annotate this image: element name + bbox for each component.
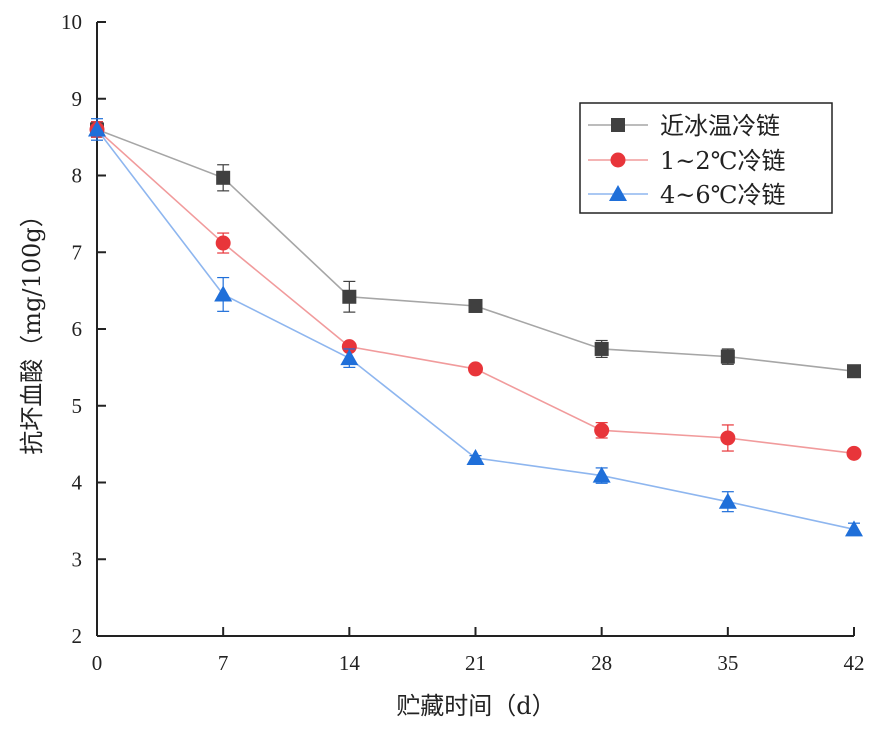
data-point	[216, 170, 231, 185]
y-tick-label: 6	[72, 317, 83, 341]
y-tick-label: 4	[72, 471, 83, 495]
y-tick-label: 9	[72, 87, 83, 111]
y-tick-label: 7	[72, 240, 83, 264]
y-tick-label: 10	[61, 10, 82, 34]
data-point	[468, 298, 483, 313]
data-point	[847, 364, 861, 379]
x-tick-label: 21	[465, 651, 486, 675]
legend-marker	[609, 185, 627, 201]
data-point	[88, 120, 106, 137]
data-point	[214, 285, 233, 302]
data-point	[466, 448, 485, 465]
legend-marker	[610, 152, 626, 168]
x-tick-label: 14	[339, 651, 361, 675]
x-tick-label: 7	[218, 651, 229, 675]
x-tick-label: 42	[844, 651, 865, 675]
y-tick-label: 5	[72, 394, 83, 418]
x-axis-label: 贮藏时间（d）	[396, 692, 555, 720]
series-layer	[88, 118, 863, 537]
data-point	[594, 422, 610, 438]
y-axis-label: 抗坏血酸（mg/100g）	[18, 203, 46, 454]
data-point	[341, 339, 357, 355]
data-point	[215, 235, 231, 251]
y-tick-label: 2	[72, 624, 83, 648]
data-point	[340, 349, 359, 366]
series-square	[90, 121, 861, 379]
legend-label: 1~2℃冷链	[660, 147, 786, 175]
x-tick-label: 35	[717, 651, 738, 675]
legend-label: 近冰温冷链	[660, 112, 780, 140]
data-point	[592, 466, 611, 483]
series-triangle	[88, 118, 863, 537]
y-tick-label: 8	[72, 164, 83, 188]
axes: 2 3 4 5 6 7 8 9 10 0 7 14 21 28 35 42	[61, 10, 865, 675]
data-point	[718, 492, 737, 509]
legend: 近冰温冷链 1~2℃冷链 4~6℃冷链	[579, 102, 833, 214]
legend-marker	[611, 118, 625, 132]
x-tick-label: 28	[591, 651, 612, 675]
data-point	[846, 445, 862, 461]
data-point	[845, 520, 863, 537]
y-tick-label: 3	[72, 547, 83, 571]
data-point	[468, 361, 483, 377]
data-point	[720, 349, 735, 364]
data-point	[594, 341, 609, 356]
data-point	[342, 289, 357, 304]
data-point	[720, 430, 736, 446]
x-tick-label: 0	[92, 651, 103, 675]
legend-label: 4~6℃冷链	[660, 181, 786, 209]
